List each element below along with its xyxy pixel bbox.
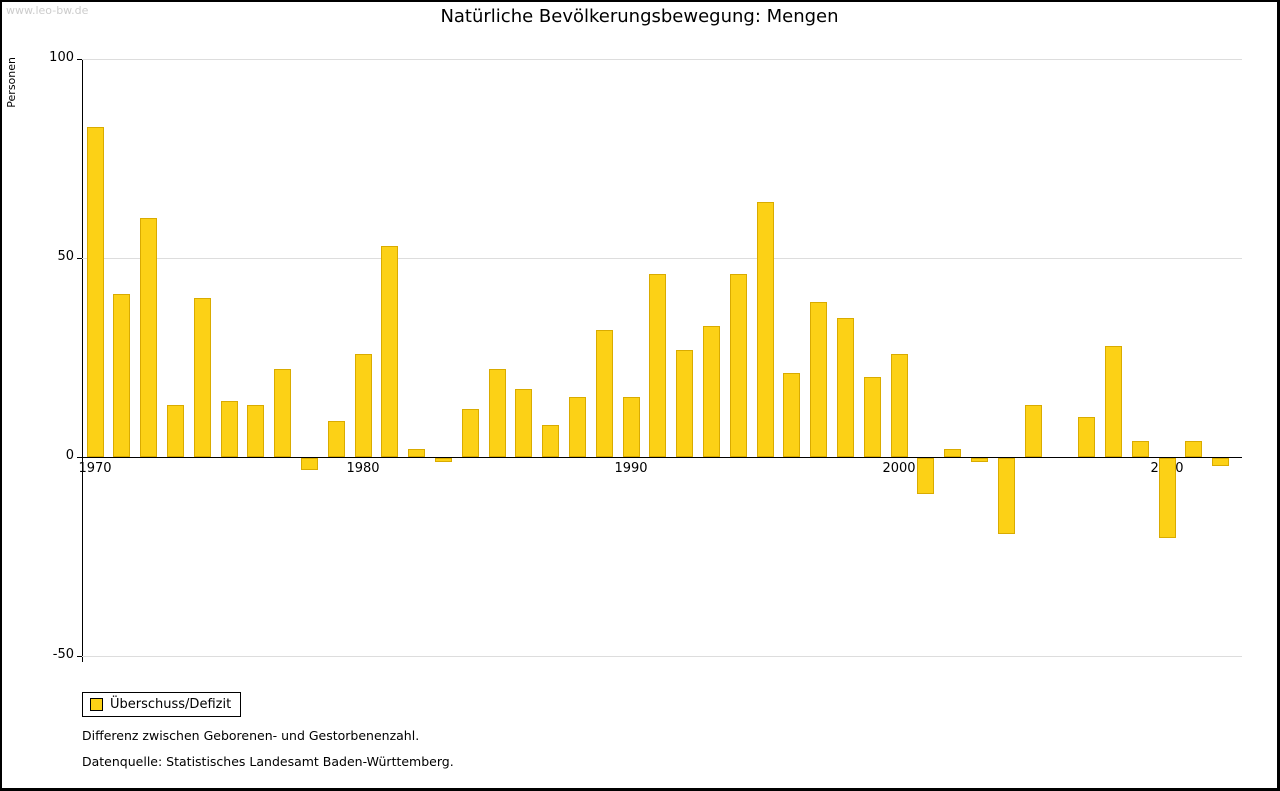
legend-swatch — [90, 698, 103, 711]
bar-2010 — [1158, 458, 1176, 538]
bar-1992 — [676, 349, 694, 457]
bar-1991 — [649, 273, 667, 457]
gridline-100 — [82, 59, 1242, 60]
x-tick-label-1970: 1970 — [78, 461, 112, 476]
y-tick-0 — [77, 457, 82, 458]
legend: Überschuss/Defizit — [82, 692, 242, 717]
chart-title: Natürliche Bevölkerungsbewegung: Mengen — [440, 6, 839, 27]
x-tick-label-1990: 1990 — [614, 461, 648, 476]
bar-2011 — [1185, 441, 1203, 457]
y-tick-label--50: -50 — [52, 647, 74, 662]
bar-1997 — [810, 301, 828, 457]
bar-1988 — [568, 397, 586, 457]
bar-1971 — [113, 293, 131, 457]
bar-1982 — [408, 449, 426, 457]
bar-1985 — [488, 369, 506, 457]
watermark: www.leo-bw.de — [6, 4, 89, 17]
bar-2012 — [1212, 458, 1230, 466]
bar-1980 — [354, 353, 372, 457]
footnote-source: Datenquelle: Statistisches Landesamt Bad… — [82, 754, 454, 769]
bar-2005 — [1024, 405, 1042, 457]
gridline--50 — [82, 656, 1242, 657]
bar-1998 — [836, 317, 854, 457]
bar-1981 — [381, 246, 399, 457]
bar-2008 — [1104, 345, 1122, 457]
zero-axis-line — [82, 457, 1242, 458]
bar-1984 — [461, 409, 479, 457]
bar-2002 — [944, 449, 962, 457]
bar-1986 — [515, 389, 533, 457]
bar-1978 — [300, 458, 318, 470]
y-axis-line — [82, 59, 83, 662]
bar-2000 — [890, 353, 908, 457]
x-tick-label-2000: 2000 — [882, 461, 916, 476]
y-tick-label-0: 0 — [65, 448, 74, 463]
y-tick--50 — [77, 656, 82, 657]
bar-2004 — [997, 458, 1015, 534]
bar-1973 — [166, 405, 184, 457]
bar-1999 — [863, 377, 881, 457]
bar-1996 — [783, 373, 801, 457]
bar-1977 — [274, 369, 292, 457]
y-tick-100 — [77, 59, 82, 60]
y-tick-label-100: 100 — [49, 50, 74, 65]
y-tick-label-50: 50 — [57, 249, 74, 264]
bar-1979 — [327, 421, 345, 457]
bar-1975 — [220, 401, 238, 457]
bar-1970 — [86, 126, 104, 457]
bar-1974 — [193, 297, 211, 457]
x-tick-label-1980: 1980 — [346, 461, 380, 476]
bar-1976 — [247, 405, 265, 457]
bar-1989 — [595, 329, 613, 457]
bar-1995 — [756, 202, 774, 457]
footnote-definition: Differenz zwischen Geborenen- und Gestor… — [82, 728, 420, 743]
bar-1994 — [729, 273, 747, 457]
y-tick-50 — [77, 258, 82, 259]
gridline-50 — [82, 258, 1242, 259]
bar-1990 — [622, 397, 640, 457]
bar-2009 — [1131, 441, 1149, 457]
bar-1972 — [140, 218, 158, 457]
bar-2007 — [1078, 417, 1096, 457]
bar-1987 — [542, 425, 560, 457]
bar-1993 — [702, 325, 720, 457]
legend-label: Überschuss/Defizit — [110, 697, 232, 712]
bar-2003 — [970, 458, 988, 462]
bar-2001 — [917, 458, 935, 494]
bar-1983 — [434, 458, 452, 462]
